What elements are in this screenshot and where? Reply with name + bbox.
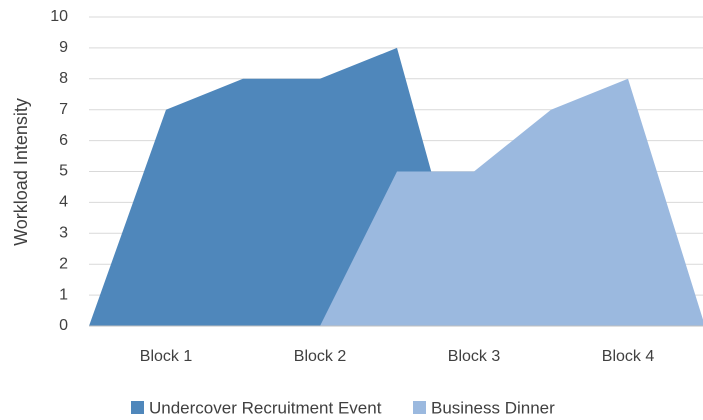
- y-tick-label: 3: [59, 225, 68, 242]
- legend-swatch: [131, 401, 144, 414]
- legend-label: Undercover Recruitment Event: [149, 398, 382, 417]
- y-tick-label: 2: [59, 255, 68, 272]
- x-tick-label: Block 3: [448, 348, 501, 365]
- y-tick-label: 9: [59, 39, 68, 56]
- x-tick-label: Block 1: [140, 348, 193, 365]
- legend-label: Business Dinner: [431, 398, 555, 417]
- y-tick-label: 7: [59, 101, 68, 118]
- y-tick-label: 4: [59, 194, 68, 211]
- y-tick-label: 10: [50, 8, 68, 25]
- y-axis-label: Workload Intensity: [11, 98, 31, 246]
- area: [320, 78, 703, 326]
- legend-swatch: [413, 401, 426, 414]
- y-tick-label: 6: [59, 132, 68, 149]
- y-tick-label: 5: [59, 163, 68, 180]
- x-tick-label: Block 2: [294, 348, 347, 365]
- y-tick-label: 0: [59, 317, 68, 334]
- x-tick-label: Block 4: [602, 348, 655, 365]
- y-tick-label: 1: [59, 286, 68, 303]
- y-tick-label: 8: [59, 70, 68, 87]
